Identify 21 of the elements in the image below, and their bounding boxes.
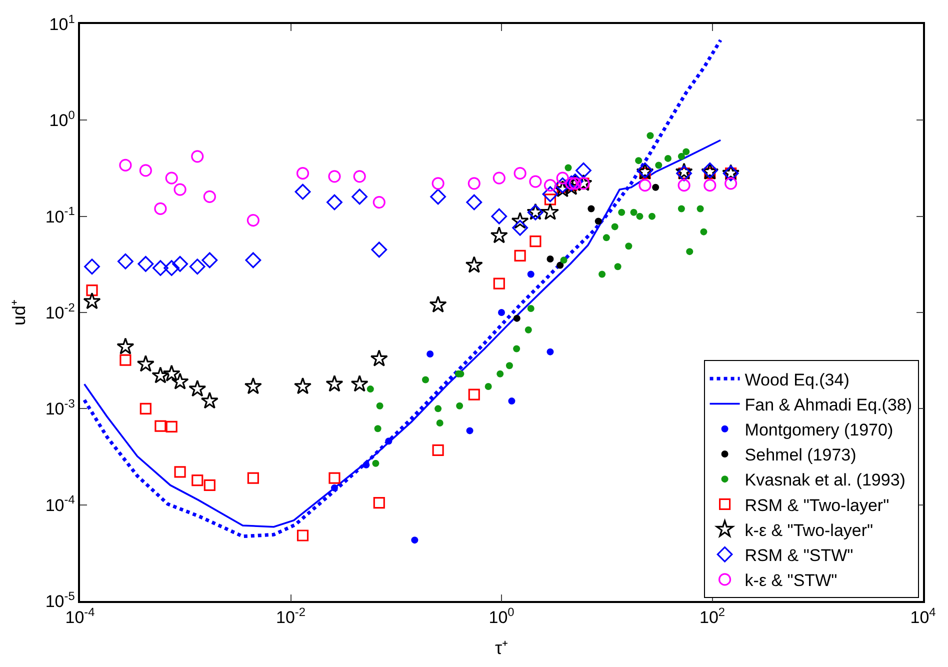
- x-tick-label: 10$^{2}$: [699, 605, 726, 628]
- y-axis-title: ud⁺: [9, 299, 30, 326]
- x-tick-label: 10$^{4}$: [910, 605, 936, 628]
- legend-label: RSM & "STW": [744, 546, 854, 565]
- legend-label: Montgomery (1970): [744, 420, 894, 440]
- legend-label: Kvasnak et al. (1993): [744, 470, 906, 490]
- y-tick-label: 10$^{0}$: [49, 108, 76, 130]
- legend-label: Wood Eq.(34): [744, 370, 850, 390]
- y-tick-label: 10$^{-1}$: [45, 204, 76, 226]
- y-tick-label: 10$^{-2}$: [45, 300, 76, 322]
- x-tick-label: 10$^{0}$: [488, 605, 515, 628]
- x-tick-label: 10$^{-2}$: [276, 605, 306, 628]
- y-tick-label: 10$^{-4}$: [45, 492, 76, 515]
- x-axis-title: τ⁺: [494, 638, 508, 658]
- legend-label: RSM & "Two-layer": [744, 496, 890, 515]
- legend-label: k-ε & "STW": [744, 571, 838, 590]
- legend-label: Fan & Ahmadi Eq.(38): [744, 395, 912, 414]
- legend-label: Sehmel (1973): [744, 446, 856, 465]
- y-tick-label: 10$^{-3}$: [45, 396, 76, 419]
- y-tick-label: 10$^{1}$: [49, 12, 76, 34]
- legend-label: k-ε & "Two-layer": [744, 520, 874, 540]
